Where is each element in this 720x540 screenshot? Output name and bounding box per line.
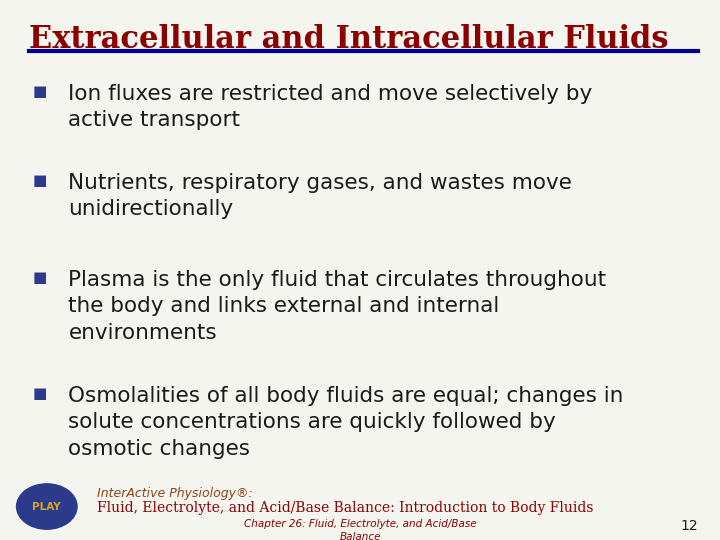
Text: 12: 12	[681, 519, 698, 534]
Text: ■: ■	[32, 84, 47, 99]
Text: Osmolalities of all body fluids are equal; changes in
solute concentrations are : Osmolalities of all body fluids are equa…	[68, 386, 624, 459]
Text: PLAY: PLAY	[32, 502, 61, 511]
Text: Ion fluxes are restricted and move selectively by
active transport: Ion fluxes are restricted and move selec…	[68, 84, 593, 130]
Text: InterActive Physiology®:: InterActive Physiology®:	[97, 487, 253, 500]
Text: Chapter 26: Fluid, Electrolyte, and Acid/Base
Balance: Chapter 26: Fluid, Electrolyte, and Acid…	[243, 519, 477, 540]
Circle shape	[17, 484, 77, 529]
Text: ■: ■	[32, 270, 47, 285]
Text: Fluid, Electrolyte, and Acid/Base Balance: Introduction to Body Fluids: Fluid, Electrolyte, and Acid/Base Balanc…	[97, 501, 594, 515]
Text: ■: ■	[32, 173, 47, 188]
Text: Nutrients, respiratory gases, and wastes move
unidirectionally: Nutrients, respiratory gases, and wastes…	[68, 173, 572, 219]
Text: Extracellular and Intracellular Fluids: Extracellular and Intracellular Fluids	[29, 24, 668, 55]
Text: Plasma is the only fluid that circulates throughout
the body and links external : Plasma is the only fluid that circulates…	[68, 270, 606, 343]
Text: ■: ■	[32, 386, 47, 401]
